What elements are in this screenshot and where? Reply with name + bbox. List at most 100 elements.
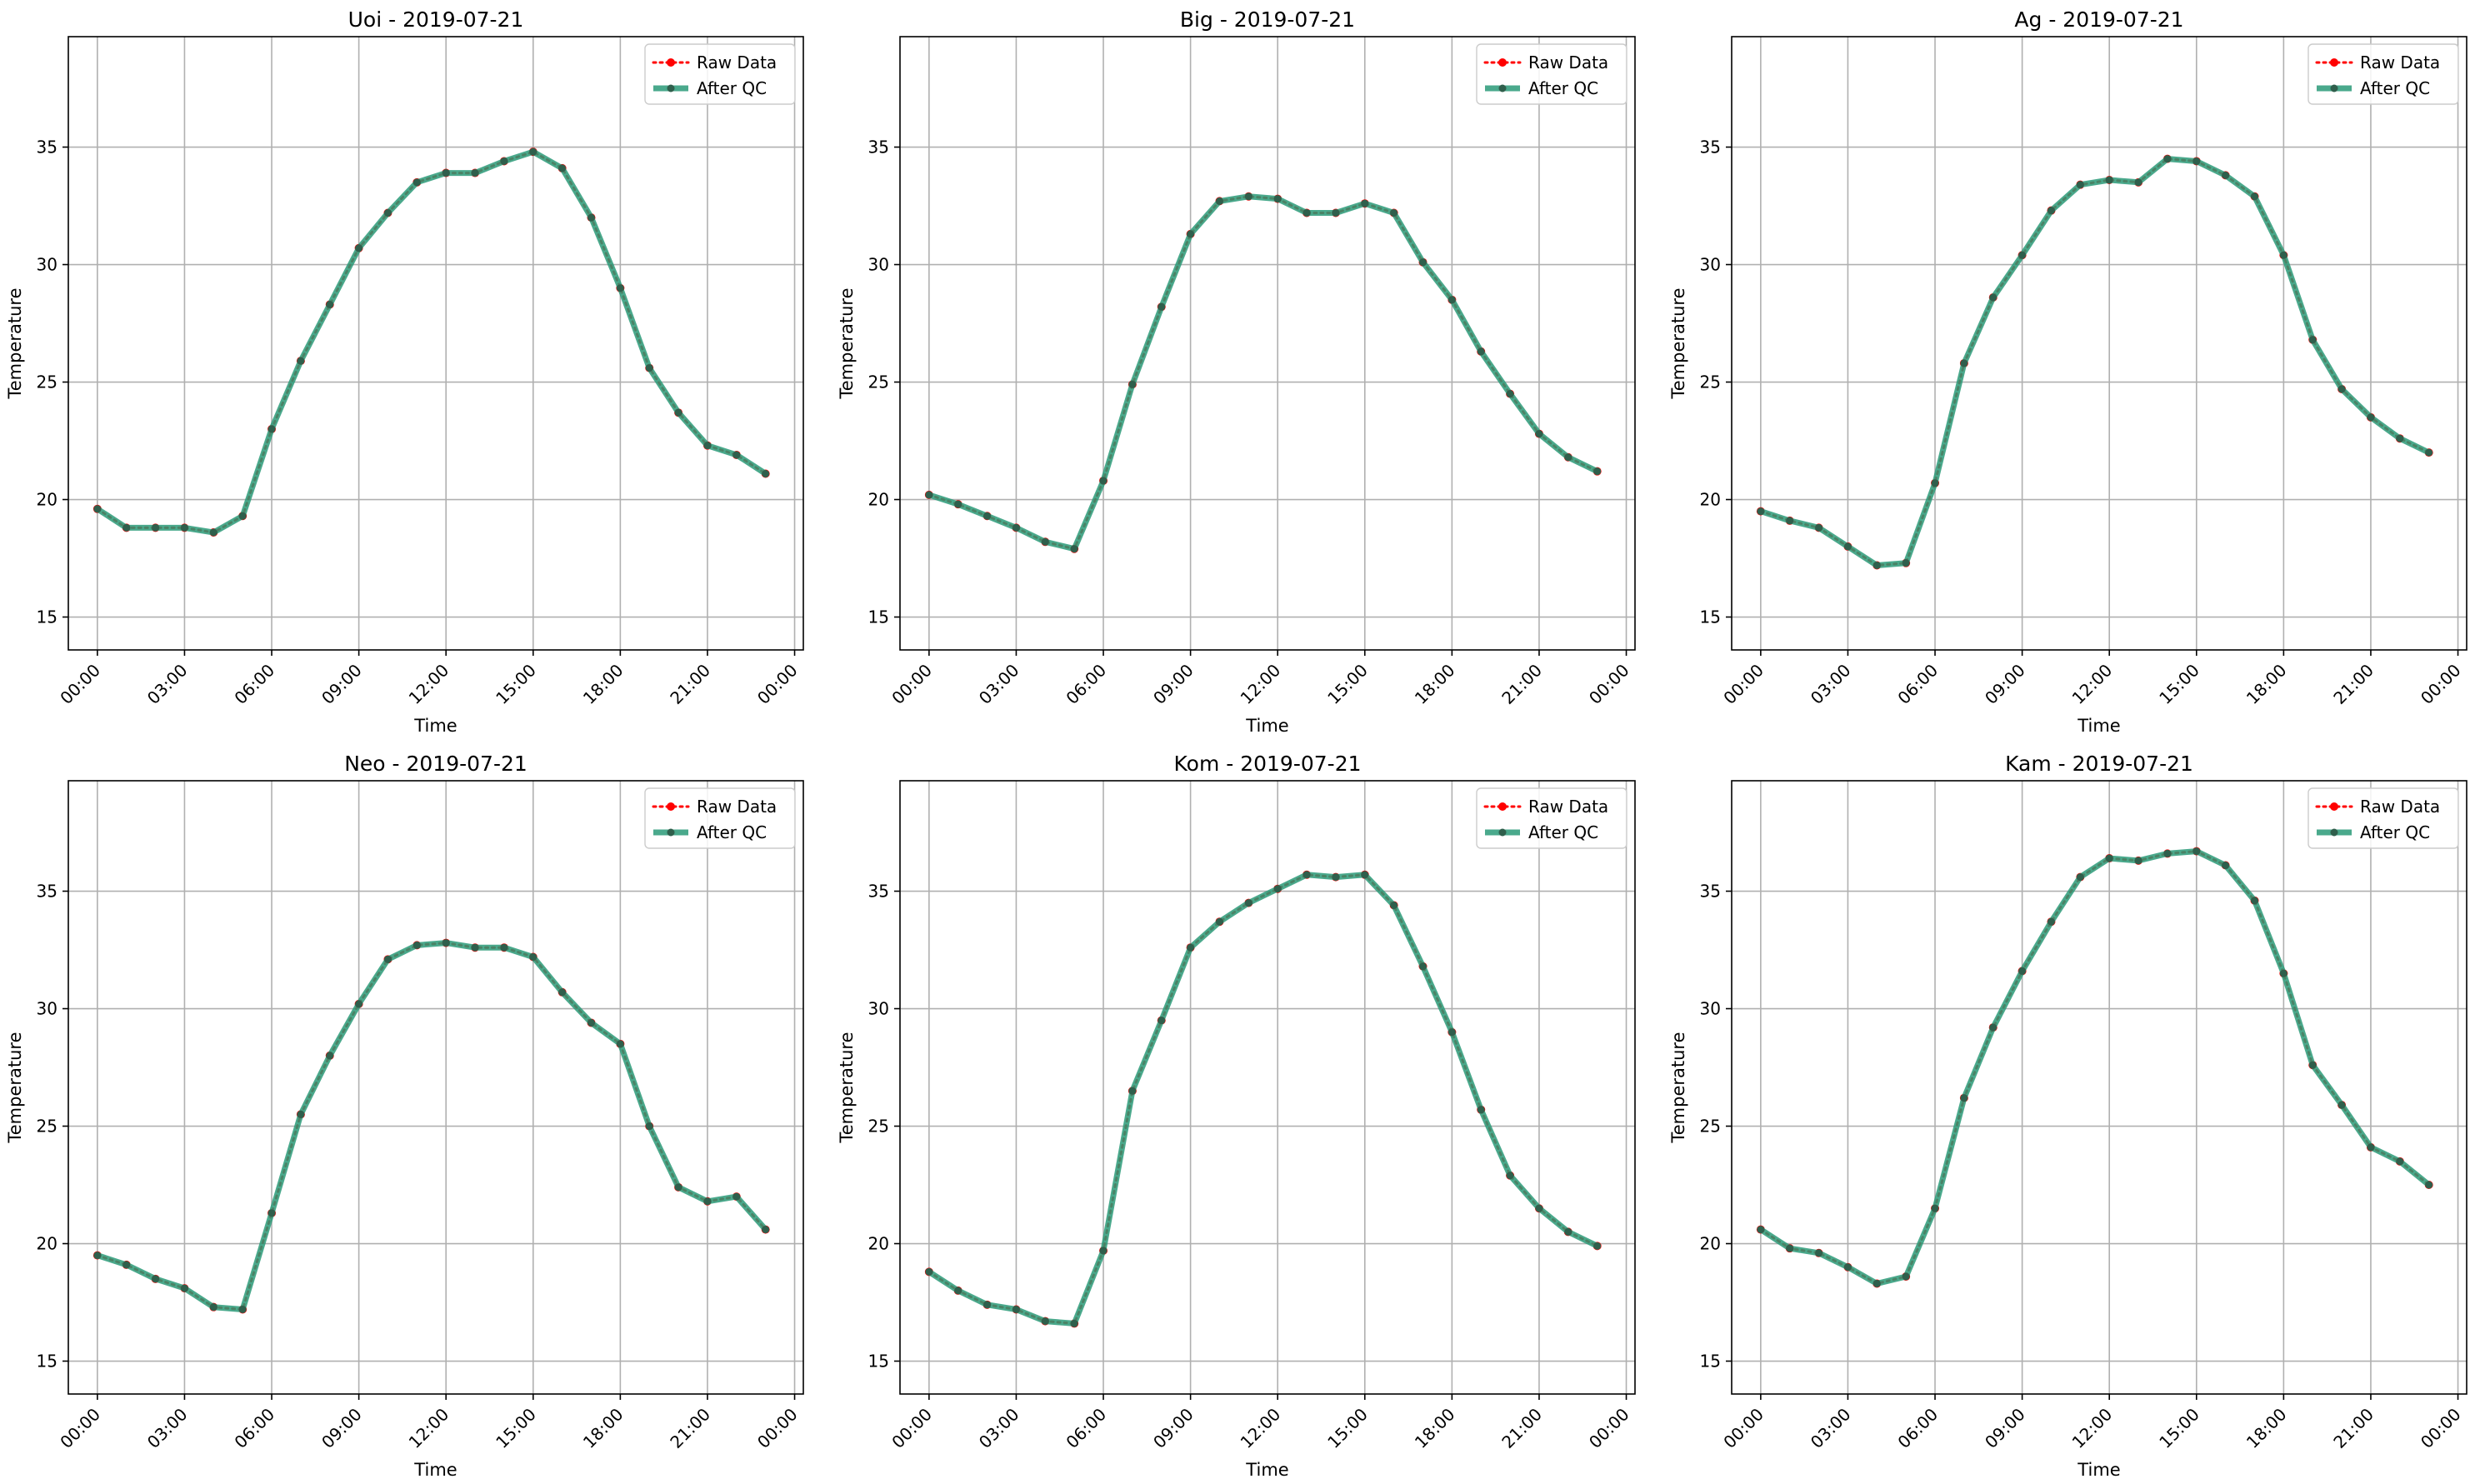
after-qc-point: [2338, 385, 2346, 393]
axes-frame: [899, 780, 1636, 1395]
x-tick-label: 15:00: [1323, 660, 1372, 708]
after-qc-point: [1506, 390, 1514, 398]
after-qc-point: [1158, 302, 1166, 311]
after-qc-point: [954, 1287, 962, 1295]
y-tick-label: 30: [1700, 255, 1721, 275]
legend-raw-marker: [667, 802, 675, 811]
after-qc-point: [674, 408, 682, 417]
after-qc-point: [762, 1226, 770, 1234]
after-qc-point: [1815, 1249, 1823, 1257]
subplot-title: Ag - 2019-07-21: [2014, 7, 2183, 32]
series-raw-data: [1756, 154, 2433, 570]
x-tick-label: 00:00: [1585, 660, 1633, 708]
x-tick-label: 00:00: [753, 660, 802, 708]
y-tick-label: 25: [868, 372, 889, 392]
after-qc-point: [1477, 1106, 1485, 1114]
after-qc-point: [925, 1267, 933, 1276]
y-axis-label: Temperature: [5, 287, 25, 399]
after-qc-point: [1041, 537, 1049, 546]
x-tick-label: 03:00: [143, 1404, 192, 1452]
x-tick-label: 03:00: [975, 1404, 1023, 1452]
after-qc-point: [2222, 171, 2230, 179]
x-tick-label: 03:00: [1807, 1404, 1855, 1452]
x-tick-label: 18:00: [579, 1404, 628, 1452]
after-qc-point: [1158, 1017, 1166, 1025]
after-qc-point: [1477, 347, 1485, 356]
y-tick-label: 35: [1700, 882, 1721, 902]
x-tick-label: 12:00: [2068, 1404, 2117, 1452]
after-qc-point: [588, 213, 596, 222]
after-qc-point: [1931, 479, 1939, 487]
y-tick-label: 20: [1700, 1234, 1721, 1254]
after-qc-point: [268, 425, 276, 433]
after-qc-point: [2047, 917, 2055, 926]
y-tick-label: 15: [1700, 1352, 1721, 1372]
x-tick-label: 03:00: [1807, 660, 1855, 708]
after-qc-point: [1419, 258, 1428, 267]
y-tick-label: 30: [37, 999, 58, 1019]
after-qc-point: [180, 1284, 188, 1292]
raw-data-line: [1759, 850, 2431, 1286]
after-qc-point: [732, 451, 741, 459]
legend-qc-marker: [1498, 828, 1507, 837]
after-qc-point: [152, 523, 160, 532]
after-qc-line: [95, 148, 768, 536]
x-tick-label: 00:00: [2417, 1404, 2465, 1452]
x-tick-label: 12:00: [2068, 660, 2117, 708]
after-qc-point: [471, 943, 479, 952]
after-qc-point: [1361, 199, 1369, 207]
after-qc-point: [2308, 1061, 2317, 1069]
x-tick-label: 00:00: [56, 660, 104, 708]
series-after-qc: [93, 939, 770, 1313]
axes-frame: [68, 36, 804, 651]
after-qc-point: [500, 157, 508, 165]
x-tick-label: 00:00: [1719, 1404, 1768, 1452]
after-qc-point: [703, 442, 712, 450]
after-qc-point: [1989, 293, 1998, 302]
gridlines: [68, 781, 803, 1394]
x-tick-label: 03:00: [143, 660, 192, 708]
y-tick-label: 35: [868, 137, 889, 157]
after-qc-point: [1931, 1204, 1939, 1212]
subplot-title: Kom - 2019-07-21: [1174, 752, 1362, 776]
x-tick-label: 12:00: [405, 660, 453, 708]
after-qc-point: [1872, 561, 1881, 569]
y-axis-label: Temperature: [1668, 1032, 1688, 1143]
legend: Raw Data After QC: [2308, 43, 2459, 105]
after-qc-point: [2192, 157, 2201, 165]
after-qc-point: [1757, 1226, 1765, 1234]
x-tick-label: 06:00: [1893, 1404, 1942, 1452]
after-qc-point: [983, 512, 992, 520]
after-qc-point: [1099, 1247, 1108, 1255]
after-qc-line: [928, 193, 1599, 552]
x-tick-label: 03:00: [975, 660, 1023, 708]
after-qc-point: [500, 943, 508, 952]
after-qc-point: [238, 512, 247, 520]
after-qc-point: [1843, 542, 1852, 551]
legend-qc-marker: [1498, 84, 1507, 92]
gridlines: [1732, 37, 2467, 650]
raw-data-line: [928, 873, 1599, 1325]
after-qc-point: [616, 1040, 624, 1048]
y-tick-label: 20: [868, 1234, 889, 1254]
y-tick-label: 15: [1700, 607, 1721, 627]
after-qc-point: [1564, 453, 1572, 462]
after-qc-point: [2163, 849, 2172, 857]
after-qc-point: [2018, 251, 2027, 259]
subplot-1: Uoi - 2019-07-21 15 20 25 30 35 00:00 03:00 06:0…: [5, 7, 804, 736]
after-qc-point: [1786, 517, 1794, 525]
legend-raw-label: Raw Data: [1528, 52, 1608, 72]
x-tick-label: 09:00: [318, 1404, 366, 1452]
legend: Raw Data After QC: [644, 43, 796, 105]
x-tick-label: 15:00: [2155, 1404, 2203, 1452]
after-qc-point: [471, 169, 479, 177]
after-qc-point: [2018, 967, 2027, 975]
after-qc-point: [209, 1303, 218, 1312]
y-tick-label: 25: [868, 1117, 889, 1137]
series-raw-data: [92, 147, 770, 537]
legend: Raw Data After QC: [1476, 787, 1628, 849]
after-qc-point: [2367, 413, 2375, 422]
after-qc-point: [1390, 901, 1398, 909]
y-tick-label: 15: [868, 1352, 889, 1372]
legend-qc-label: After QC: [1528, 78, 1598, 98]
